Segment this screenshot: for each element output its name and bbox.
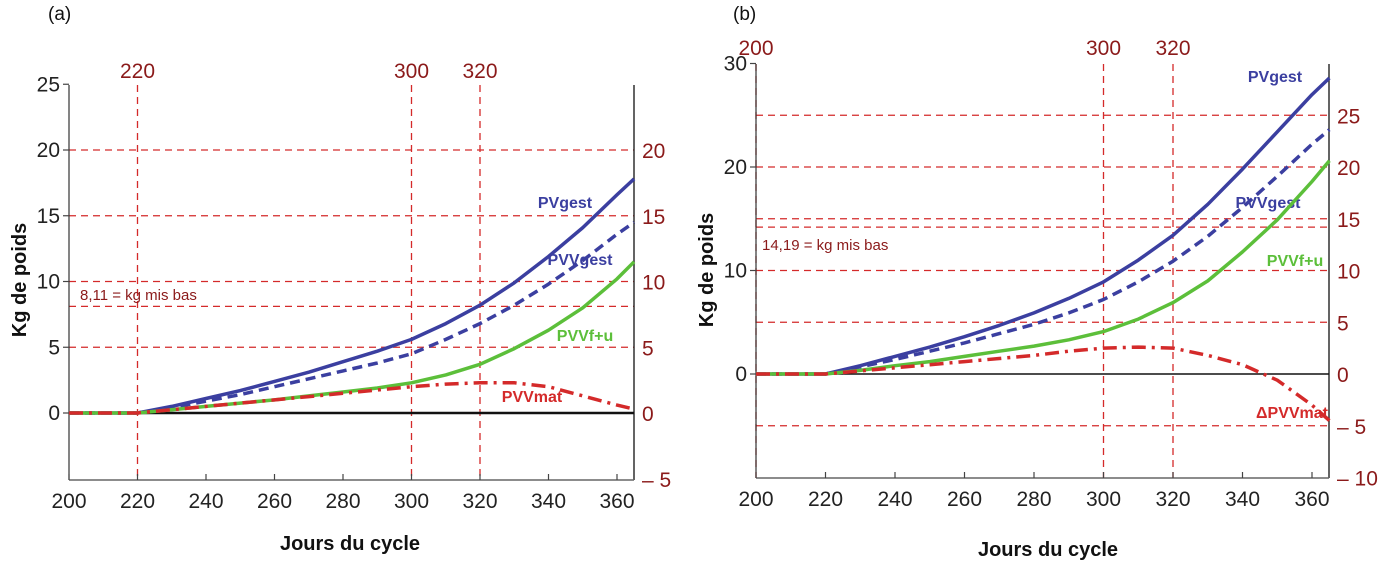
- y-tick-label-left: 15: [37, 205, 60, 228]
- annotation-mis-bas: 14,19 = kg mis bas: [762, 237, 888, 254]
- panel-label: (b): [733, 4, 756, 25]
- x-axis-title: Jours du cycle: [978, 539, 1118, 561]
- series-label: PVVf+u: [557, 328, 613, 345]
- top-marker-label: 320: [1155, 37, 1190, 60]
- y-tick-label-left: 10: [37, 271, 60, 294]
- y-tick-label-left: 0: [735, 363, 747, 386]
- top-marker-label: 320: [462, 60, 497, 83]
- top-marker-label: 200: [738, 37, 773, 60]
- series-line-pvvgest: [69, 220, 636, 415]
- x-tick-label: 360: [1294, 488, 1329, 511]
- top-marker-label: 300: [1086, 37, 1121, 60]
- series-line-pvvgest: [756, 128, 1331, 376]
- x-tick-label: 280: [1016, 488, 1051, 511]
- series-label: PVVmat: [502, 389, 563, 406]
- x-tick-label: 340: [1225, 488, 1260, 511]
- series-label: PVVgest: [548, 252, 614, 269]
- y-tick-label-left: 30: [724, 53, 747, 76]
- x-tick-label: 340: [531, 490, 566, 513]
- x-tick-label: 300: [1086, 488, 1121, 511]
- x-tick-label: 200: [51, 490, 86, 513]
- y-axis-title: Kg de poids: [696, 213, 718, 327]
- y-tick-label-left: 0: [48, 402, 60, 425]
- top-marker-label: 300: [394, 60, 429, 83]
- x-tick-label: 320: [462, 490, 497, 513]
- x-tick-label: 260: [947, 488, 982, 511]
- series-label: PVgest: [538, 195, 593, 212]
- series-label: ΔPVVmat: [1256, 405, 1329, 422]
- x-tick-label: 240: [188, 490, 223, 513]
- y-tick-label-right: 25: [1337, 105, 1360, 128]
- y-tick-label-left: 5: [48, 336, 60, 359]
- x-tick-label: 260: [257, 490, 292, 513]
- x-tick-label: 220: [120, 490, 155, 513]
- y-tick-label-right: – 10: [1337, 468, 1378, 491]
- y-tick-label-left: 20: [724, 156, 747, 179]
- y-tick-label-right: 15: [642, 206, 665, 229]
- y-tick-label-right: 5: [1337, 312, 1349, 335]
- y-tick-label-right: 10: [642, 272, 665, 295]
- series-label: PVgest: [1248, 69, 1303, 86]
- y-tick-label-right: 10: [1337, 261, 1360, 284]
- annotation-mis-bas: 8,11 = kg mis bas: [80, 287, 197, 304]
- y-tick-label-right: 0: [1337, 364, 1349, 387]
- series-line-pvgest: [756, 76, 1331, 376]
- series-line-pvvmat: [756, 345, 1331, 422]
- y-tick-label-left: 10: [724, 260, 747, 283]
- y-tick-label-right: 15: [1337, 209, 1360, 232]
- x-tick-label: 360: [599, 490, 634, 513]
- x-tick-label: 300: [394, 490, 429, 513]
- series-line-pvvf-plus-u: [756, 159, 1331, 376]
- x-tick-label: 200: [738, 488, 773, 511]
- y-tick-label-right: – 5: [642, 469, 671, 492]
- y-tick-label-right: – 5: [1337, 416, 1366, 439]
- series-label: PVVf+u: [1267, 253, 1323, 270]
- y-tick-label-left: 20: [37, 139, 60, 162]
- x-tick-label: 280: [325, 490, 360, 513]
- series-label: PVVgest: [1236, 195, 1302, 212]
- series-line-pvvmat: [69, 381, 635, 415]
- x-axis-title: Jours du cycle: [280, 533, 420, 555]
- top-marker-label: 220: [120, 60, 155, 83]
- y-tick-label-left: 25: [37, 73, 60, 96]
- x-tick-label: 220: [808, 488, 843, 511]
- y-tick-label-right: 20: [1337, 157, 1360, 180]
- y-tick-label-right: 5: [642, 337, 654, 360]
- y-tick-label-right: 0: [642, 403, 654, 426]
- y-axis-title: Kg de poids: [9, 223, 31, 337]
- x-tick-label: 240: [877, 488, 912, 511]
- y-tick-label-right: 20: [642, 140, 665, 163]
- panel-label: (a): [48, 4, 71, 25]
- series-line-pvgest: [69, 177, 636, 415]
- x-tick-label: 320: [1155, 488, 1190, 511]
